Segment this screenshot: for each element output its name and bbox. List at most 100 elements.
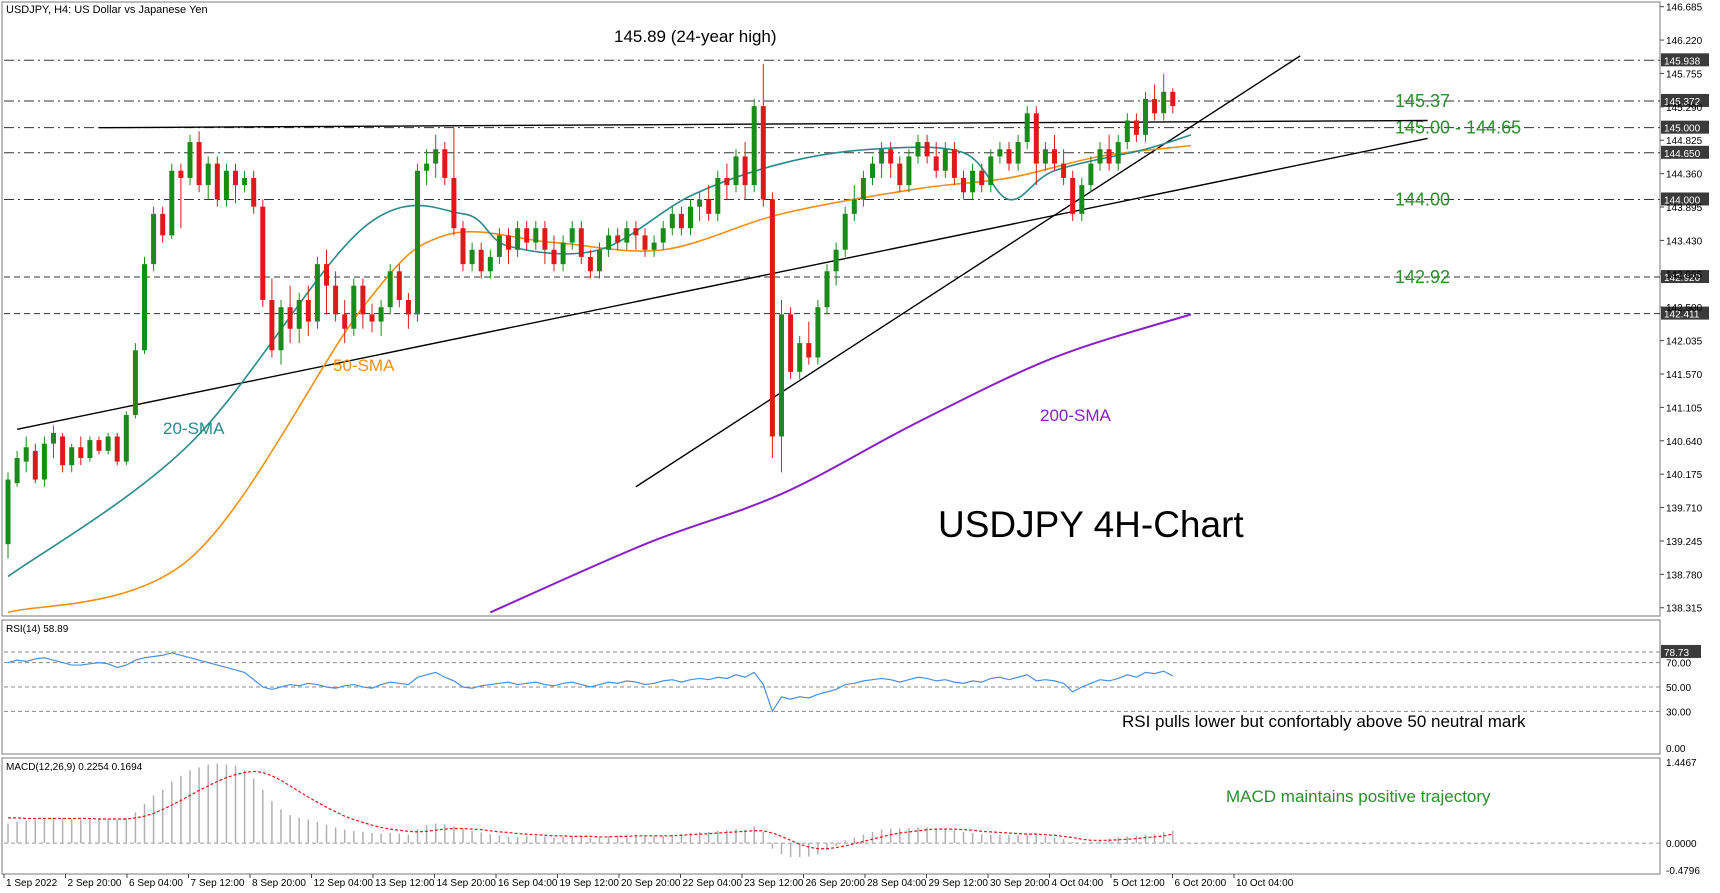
level-price-label: 145.938 [1664, 56, 1701, 67]
candle-body [1133, 120, 1139, 135]
candle-body [624, 228, 630, 243]
sma50-line [7, 144, 1192, 614]
candle-body [1015, 142, 1021, 164]
time-tick-label: 30 Sep 20:00 [990, 878, 1050, 888]
candle-body [169, 170, 175, 236]
time-tick-label: 13 Sep 12:00 [375, 878, 435, 888]
level-price-box [1661, 192, 1709, 206]
time-axis: 1 Sep 2022 2 Sep 20:00 6 Sep 04:00 7 Sep 12… [3, 874, 1294, 889]
price-tick-label: 138.315 [1666, 604, 1703, 615]
candle-body [251, 177, 257, 207]
macd-title: MACD(12,26,9) 0.2254 0.1694 [6, 762, 143, 773]
price-tick-label: 146.220 [1666, 36, 1703, 47]
candle-body [751, 106, 757, 186]
price-tick-label: 142.035 [1666, 337, 1703, 348]
time-tick-label: 4 Oct 04:00 [1052, 878, 1104, 888]
candle-body [860, 177, 866, 200]
candle-body [1115, 142, 1121, 164]
level-price-box [1661, 306, 1709, 320]
price-tick-label: 144.825 [1666, 136, 1703, 147]
candle-body [142, 264, 147, 351]
candle-body [906, 156, 912, 186]
candle-body [442, 149, 448, 178]
candle-body [69, 447, 75, 466]
candle-body [951, 149, 957, 178]
candle-body [1161, 91, 1167, 114]
level-price-box [1661, 270, 1709, 284]
chart-watermark: USDJPY 4H-Chart [938, 504, 1244, 545]
candle-body [451, 177, 457, 229]
candle-body [970, 170, 976, 193]
candle-body [515, 228, 521, 250]
candle-body [524, 228, 530, 243]
candle-body [888, 149, 894, 164]
candle-body [60, 436, 66, 466]
candle-body [205, 163, 211, 186]
candle-body [533, 228, 539, 243]
candle-body [496, 235, 502, 257]
time-tick-label: 23 Sep 12:00 [744, 878, 804, 888]
time-tick-label: 19 Sep 12:00 [560, 878, 620, 888]
candle-body [833, 249, 839, 272]
time-tick-label: 14 Sep 20:00 [437, 878, 497, 888]
candle-body [669, 213, 675, 229]
rsi-tick-label: 50.00 [1666, 683, 1691, 694]
time-tick-label: 22 Sep 04:00 [683, 878, 743, 888]
candle-body [979, 170, 985, 186]
candle-body [506, 235, 511, 250]
sma200-label: 200-SMA [1040, 406, 1112, 425]
level-price-label: 144.000 [1664, 195, 1701, 206]
candle-body [369, 314, 375, 322]
time-tick-label: 1 Sep 2022 [6, 878, 58, 888]
level-price-label: 144.650 [1664, 149, 1701, 160]
candle-body [378, 307, 384, 322]
rsi-tick-label: 30.00 [1666, 707, 1691, 718]
candle-body [569, 228, 575, 243]
candle-body [1024, 113, 1030, 143]
price-tick-label: 143.895 [1666, 203, 1703, 214]
candle-body [160, 213, 166, 236]
candle-body [1070, 177, 1076, 214]
candle-body [333, 285, 339, 315]
time-tick-label: 12 Sep 04:00 [314, 878, 374, 888]
candle-body [396, 271, 402, 301]
macd-panel [1, 757, 1661, 875]
candle-body [542, 228, 548, 250]
candle-body [1079, 185, 1085, 214]
candle-body [278, 307, 284, 351]
time-tick-label: 16 Sep 04:00 [498, 878, 558, 888]
macd-tick-label: 0.0000 [1666, 839, 1697, 850]
candle-body [760, 106, 766, 200]
level-price-box [1661, 145, 1709, 159]
candle-body [287, 307, 293, 329]
candle-body [742, 156, 748, 186]
candle-body [405, 300, 411, 315]
candle-body [360, 285, 366, 315]
candle-body [387, 271, 393, 308]
candle-body [715, 177, 721, 214]
candle-body [688, 206, 693, 229]
candle-body [1143, 98, 1148, 135]
candle-body [32, 450, 38, 480]
candle-body [924, 142, 930, 157]
level-annotation: 142.92 [1395, 267, 1450, 287]
level-annotation: 144.00 [1395, 189, 1450, 209]
candle-body [606, 235, 612, 250]
price-tick-label: 142.965 [1666, 270, 1703, 281]
candle-body [815, 307, 821, 358]
macd-tick-label: 1.4467 [1666, 758, 1697, 769]
price-tick-label: 140.640 [1666, 437, 1703, 448]
time-tick-label: 10 Oct 04:00 [1236, 878, 1294, 888]
level-price-label: 142.920 [1664, 273, 1701, 284]
trendline [635, 55, 1301, 488]
candle-body [433, 149, 439, 164]
price-panel [1, 1, 1661, 617]
macd-annotation: MACD maintains positive trajectory [1226, 787, 1491, 806]
macd-tick-label: -0.4796 [1666, 866, 1700, 877]
price-tick-label: 142.500 [1666, 303, 1703, 314]
candle-body [824, 271, 830, 308]
candle-body [1106, 149, 1112, 164]
macd-signal-line [8, 770, 1173, 850]
candle-body [1061, 163, 1067, 178]
